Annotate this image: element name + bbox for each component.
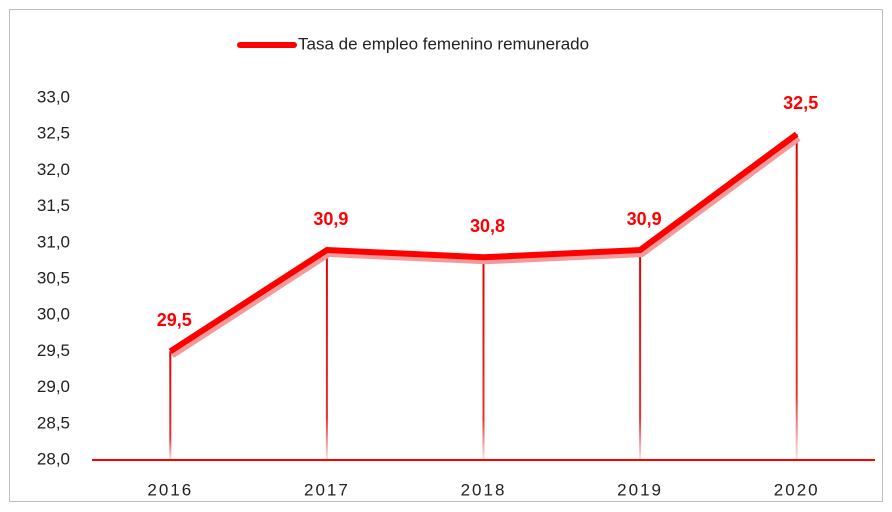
- data-label: 30,8: [470, 216, 505, 236]
- y-tick-label: 33,0: [37, 87, 70, 106]
- data-label: 29,5: [157, 310, 192, 330]
- y-tick-label: 32,0: [37, 160, 70, 179]
- x-tick-label: 2017: [304, 480, 350, 499]
- drop-line: [325, 250, 328, 460]
- y-tick-label: 29,5: [37, 341, 70, 360]
- drop-line: [795, 134, 798, 460]
- x-tick-label: 2020: [774, 480, 820, 499]
- drop-line: [169, 351, 172, 460]
- y-tick-label: 31,0: [37, 232, 70, 251]
- y-tick-label: 30,5: [37, 268, 70, 287]
- y-tick-label: 32,5: [37, 124, 70, 143]
- y-tick-label: 30,0: [37, 305, 70, 324]
- legend-label: Tasa de empleo femenino remunerado: [298, 34, 589, 53]
- y-tick-label: 28,5: [37, 413, 70, 432]
- data-label: 32,5: [783, 93, 818, 113]
- y-tick-label: 29,0: [37, 377, 70, 396]
- data-label: 30,9: [313, 209, 348, 229]
- drop-line: [639, 250, 642, 460]
- line: [168, 131, 799, 354]
- x-tick-label: 2018: [461, 480, 507, 499]
- drop-line: [482, 257, 485, 460]
- x-tick-label: 2019: [617, 480, 663, 499]
- data-label: 30,9: [627, 209, 662, 229]
- y-tick-label: 31,5: [37, 196, 70, 215]
- line-shadow: [170, 135, 801, 358]
- y-tick-label: 28,0: [37, 449, 70, 468]
- x-tick-label: 2016: [147, 480, 193, 499]
